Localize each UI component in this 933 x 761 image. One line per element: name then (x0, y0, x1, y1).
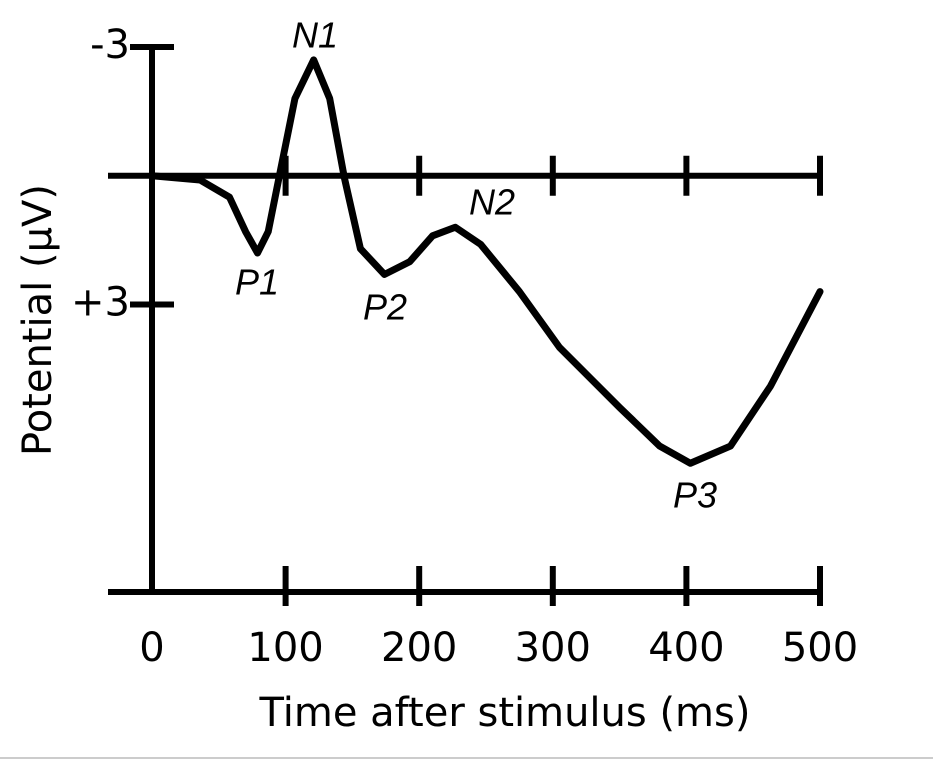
component-label: P1 (235, 262, 279, 303)
component-label: N2 (469, 182, 515, 223)
x-tick-label: 0 (139, 625, 164, 671)
y-tick-label: -3 (90, 22, 130, 68)
erp-line (148, 56, 824, 467)
x-tick-label: 500 (782, 625, 858, 671)
x-tick-label: 300 (515, 625, 591, 671)
x-axis-label: Time after stimulus (ms) (259, 690, 751, 736)
component-label: P3 (673, 475, 717, 516)
x-tick-label: 100 (247, 625, 323, 671)
y-tick-label: +3 (71, 279, 130, 325)
x-tick-label: 200 (381, 625, 457, 671)
x-tick-label: 400 (648, 625, 724, 671)
component-label: P2 (363, 287, 407, 328)
component-label: N1 (292, 15, 338, 56)
y-axis-label: Potential (µV) (15, 184, 61, 456)
